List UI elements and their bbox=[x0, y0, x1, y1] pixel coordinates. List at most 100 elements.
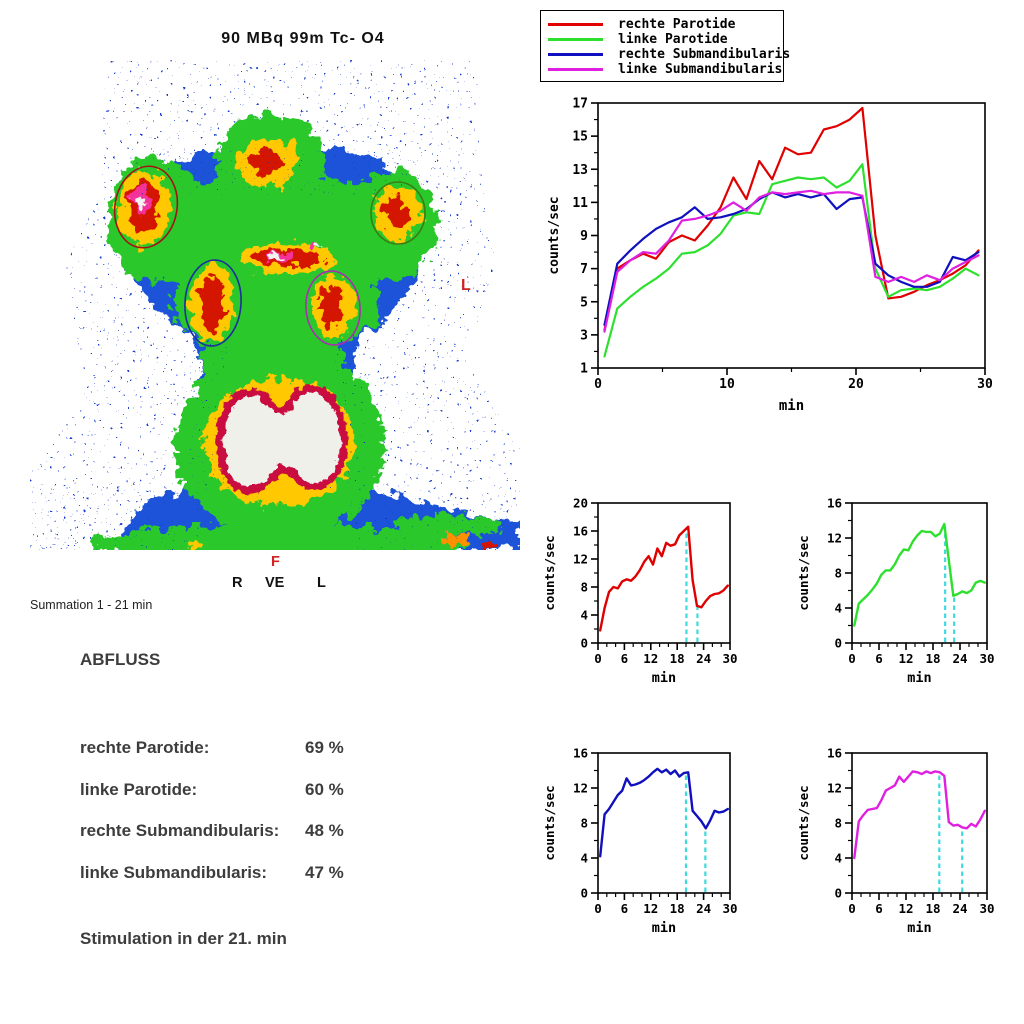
svg-text:6: 6 bbox=[621, 901, 629, 916]
svg-text:4: 4 bbox=[834, 601, 842, 616]
svg-text:5: 5 bbox=[580, 295, 588, 310]
svg-text:0: 0 bbox=[834, 886, 842, 901]
legend-swatch-red bbox=[548, 22, 603, 26]
rechte-submandibularis-chart: 0 4 8 12 16 0 6 12 18 24 30 counts/sec min bbox=[542, 746, 738, 937]
svg-text:min: min bbox=[652, 920, 676, 936]
svg-text:min: min bbox=[907, 920, 931, 936]
rechte-parotide-chart: 0 4 8 12 16 20 0 6 12 18 24 30 counts/sec min bbox=[542, 496, 738, 687]
linke-submandibularis-chart: 0 4 8 12 16 0 6 12 18 24 30 counts/sec min bbox=[796, 746, 995, 937]
stimulation-note: Stimulation in der 21. min bbox=[80, 929, 287, 948]
svg-text:0: 0 bbox=[580, 636, 588, 651]
footer-label-r: R bbox=[232, 575, 243, 591]
svg-text:20: 20 bbox=[573, 496, 588, 511]
abfluss-heading: ABFLUSS bbox=[80, 650, 161, 669]
svg-text:1: 1 bbox=[580, 362, 588, 377]
svg-text:18: 18 bbox=[670, 901, 685, 916]
svg-text:11: 11 bbox=[572, 196, 588, 211]
legend-swatch-green bbox=[548, 37, 603, 41]
svg-text:8: 8 bbox=[580, 816, 588, 831]
roi-linke-parotide bbox=[370, 181, 426, 245]
svg-text:16: 16 bbox=[573, 524, 588, 539]
svg-text:0: 0 bbox=[594, 377, 602, 392]
svg-text:24: 24 bbox=[952, 901, 967, 916]
footer-label-l: L bbox=[317, 575, 326, 591]
abfluss-row-value: 48 % bbox=[305, 821, 344, 840]
legend-item: linke Submandibularis bbox=[541, 61, 783, 77]
svg-text:24: 24 bbox=[696, 901, 711, 916]
svg-text:18: 18 bbox=[670, 651, 685, 666]
svg-text:8: 8 bbox=[834, 566, 842, 581]
svg-text:counts/sec: counts/sec bbox=[796, 785, 811, 860]
svg-text:min: min bbox=[907, 670, 931, 686]
svg-text:counts/sec: counts/sec bbox=[542, 785, 557, 860]
roi-rechte-submandibularis bbox=[184, 259, 242, 347]
svg-text:0: 0 bbox=[834, 636, 842, 651]
legend-label: rechte Submandibularis bbox=[618, 46, 791, 62]
svg-text:0: 0 bbox=[594, 901, 602, 916]
svg-text:4: 4 bbox=[580, 851, 588, 866]
abfluss-row-label: rechte Parotide: bbox=[80, 738, 210, 757]
svg-text:12: 12 bbox=[898, 651, 913, 666]
abfluss-row: rechte Parotide: 69 % bbox=[80, 738, 460, 758]
abfluss-row: linke Parotide: 60 % bbox=[80, 780, 460, 800]
svg-text:4: 4 bbox=[580, 608, 588, 623]
svg-text:12: 12 bbox=[827, 531, 842, 546]
svg-text:counts/sec: counts/sec bbox=[542, 535, 557, 610]
abfluss-row-value: 60 % bbox=[305, 780, 344, 799]
svg-text:20: 20 bbox=[848, 377, 864, 392]
svg-text:16: 16 bbox=[573, 746, 588, 761]
scinti-title: 90 MBq 99m Tc- O4 bbox=[221, 30, 385, 47]
legend-label: rechte Parotide bbox=[618, 16, 736, 32]
thyroid-region bbox=[216, 385, 348, 494]
svg-text:12: 12 bbox=[898, 901, 913, 916]
legend-label: linke Submandibularis bbox=[618, 61, 783, 77]
svg-text:4: 4 bbox=[834, 851, 842, 866]
svg-text:24: 24 bbox=[696, 651, 711, 666]
svg-text:counts/sec: counts/sec bbox=[796, 535, 811, 610]
summation-caption: Summation 1 - 21 min bbox=[30, 598, 153, 612]
svg-text:16: 16 bbox=[827, 496, 842, 511]
svg-text:7: 7 bbox=[580, 262, 588, 277]
abfluss-row-value: 47 % bbox=[305, 863, 344, 882]
roi-linke-submandibularis bbox=[305, 270, 361, 346]
svg-text:6: 6 bbox=[621, 651, 629, 666]
abfluss-row-value: 69 % bbox=[305, 738, 344, 757]
legend-swatch-magenta bbox=[548, 67, 603, 71]
abfluss-row-label: linke Submandibularis: bbox=[80, 863, 268, 882]
svg-text:30: 30 bbox=[722, 651, 737, 666]
footer-label-ve: VE bbox=[265, 575, 285, 591]
svg-text:18: 18 bbox=[925, 651, 940, 666]
svg-text:12: 12 bbox=[573, 552, 588, 567]
svg-text:10: 10 bbox=[719, 377, 735, 392]
svg-text:0: 0 bbox=[848, 901, 856, 916]
svg-text:12: 12 bbox=[573, 781, 588, 796]
roi-outlines bbox=[113, 165, 426, 347]
legend-swatch-blue bbox=[548, 52, 603, 56]
legend-item: linke Parotide bbox=[541, 32, 783, 47]
svg-text:min: min bbox=[652, 670, 676, 686]
svg-text:12: 12 bbox=[643, 901, 658, 916]
svg-text:6: 6 bbox=[875, 901, 883, 916]
svg-text:12: 12 bbox=[643, 651, 658, 666]
svg-text:min: min bbox=[779, 398, 804, 414]
scintigram bbox=[8, 60, 546, 561]
svg-text:3: 3 bbox=[580, 328, 588, 343]
svg-text:12: 12 bbox=[827, 781, 842, 796]
svg-text:0: 0 bbox=[580, 886, 588, 901]
svg-text:6: 6 bbox=[875, 651, 883, 666]
svg-text:24: 24 bbox=[952, 651, 967, 666]
svg-text:15: 15 bbox=[572, 130, 588, 145]
svg-text:30: 30 bbox=[979, 651, 994, 666]
svg-text:30: 30 bbox=[722, 901, 737, 916]
abfluss-row-label: rechte Submandibularis: bbox=[80, 821, 280, 840]
legend-item: rechte Parotide bbox=[541, 16, 783, 32]
svg-text:13: 13 bbox=[572, 163, 588, 178]
svg-text:counts/sec: counts/sec bbox=[547, 196, 562, 274]
orientation-label-left: L bbox=[461, 277, 471, 294]
svg-text:17: 17 bbox=[572, 97, 588, 112]
abfluss-row: linke Submandibularis: 47 % bbox=[80, 863, 460, 883]
svg-text:0: 0 bbox=[594, 651, 602, 666]
legend-item: rechte Submandibularis bbox=[541, 47, 790, 62]
abfluss-row-label: linke Parotide: bbox=[80, 780, 198, 799]
abfluss-row: rechte Submandibularis: 48 % bbox=[80, 821, 460, 841]
